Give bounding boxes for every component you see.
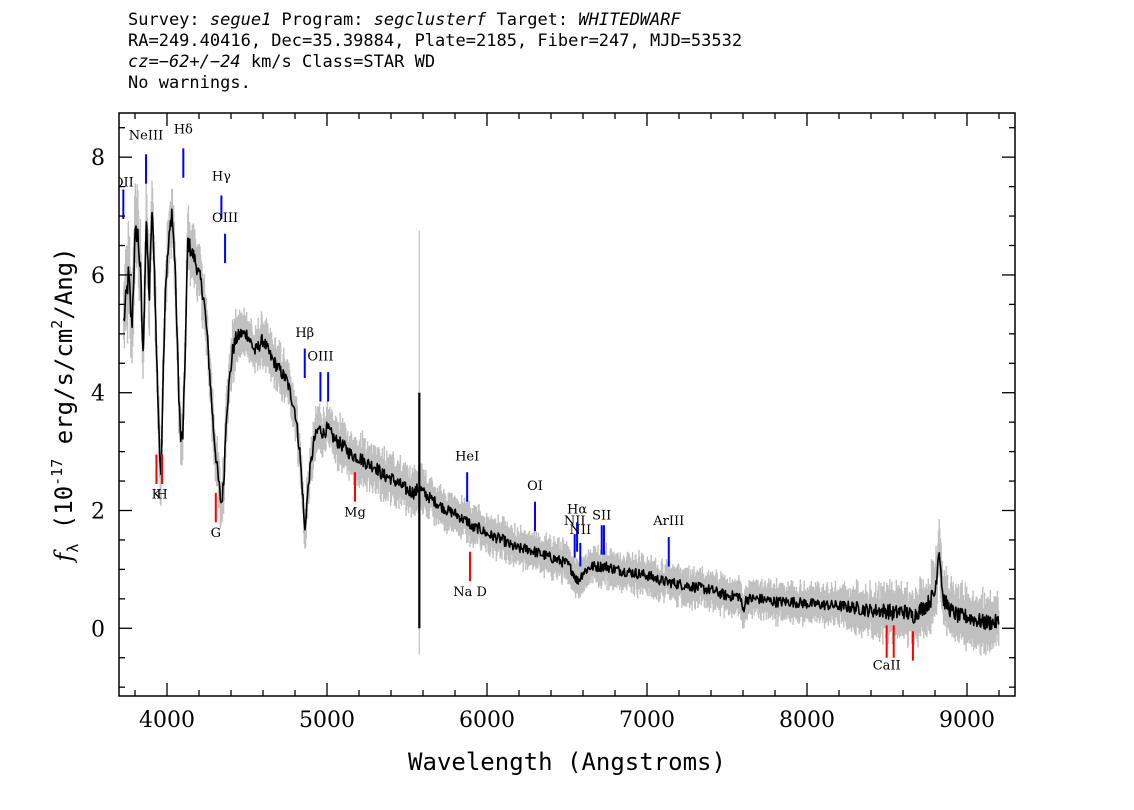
y-axis-label: fλ (10-17 erg/s/cm2/Ang): [48, 247, 82, 563]
emission-line-label: HeI: [455, 449, 479, 464]
flux-line-layer: [123, 208, 1000, 631]
emission-line-label: NII: [564, 514, 586, 529]
plot-frame: [118, 112, 1016, 697]
emission-line-label: OIII: [212, 211, 238, 226]
target-name: WHITEDWARF: [578, 10, 681, 30]
absorption-line-label: Mg: [344, 505, 366, 520]
header-line-survey: Survey: segue1 Program: segclusterf Targ…: [128, 10, 681, 30]
program-name: segclusterf: [373, 10, 487, 30]
header-line-warnings: No warnings.: [128, 73, 251, 93]
x-axis-label: Wavelength (Angstroms): [408, 748, 726, 776]
y-tick-label: 8: [91, 146, 105, 171]
absorption-line-label: H: [156, 488, 167, 503]
x-tick-label: 5000: [299, 708, 355, 733]
y-tick-label: 0: [91, 617, 105, 642]
emission-line-label: NII: [569, 523, 591, 538]
emission-line-label: Hγ: [212, 170, 231, 185]
spectrum-header: Survey: segue1 Program: segclusterf Targ…: [128, 10, 742, 94]
emission-line-label: OII: [113, 176, 134, 191]
cz-value: cz=−62+/−24: [128, 52, 241, 72]
error-band-layer: [123, 177, 1000, 656]
x-tick-label: 6000: [459, 708, 515, 733]
survey-name: segue1: [209, 10, 272, 30]
x-tick-label: 4000: [139, 708, 195, 733]
x-tick-label: 7000: [619, 708, 675, 733]
header-line-redshift: cz=−62+/−24 km/s Class=STAR WD: [128, 52, 436, 72]
y-tick-label: 6: [91, 264, 105, 289]
absorption-line-label: G: [211, 526, 221, 541]
absorption-line-label: K: [152, 488, 162, 503]
x-tick-label: 8000: [779, 708, 835, 733]
emission-line-label: Hα: [567, 502, 587, 517]
emission-line-label: OIII: [307, 349, 333, 364]
header-line-coordinates: RA=249.40416, Dec=35.39884, Plate=2185, …: [128, 31, 743, 51]
emission-line-label: NeIII: [129, 129, 163, 144]
y-tick-label: 2: [91, 500, 105, 525]
error-band: [123, 177, 1000, 656]
emission-line-label: Hδ: [174, 123, 193, 138]
absorption-line-label: CaII: [873, 659, 901, 674]
axes-layer: 4000 5000 6000 7000 8000 9000 0 2 4 6 8: [91, 112, 1016, 733]
flux-line: [123, 208, 1000, 631]
emission-line-label: ArIII: [652, 514, 684, 529]
y-tick-label: 4: [91, 382, 105, 407]
emission-line-label: OI: [527, 479, 543, 494]
emission-line-label: Hβ: [295, 326, 314, 341]
emission-line-label: SII: [592, 508, 611, 523]
x-tick-label: 9000: [939, 708, 995, 733]
absorption-line-label: Na D: [453, 585, 487, 600]
